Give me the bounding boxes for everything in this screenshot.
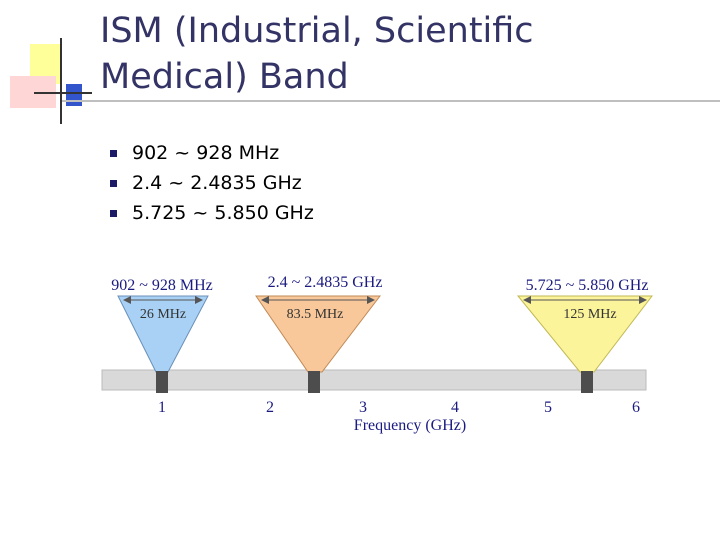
bullet-text: 902 ~ 928 MHz <box>132 142 280 164</box>
axis-tick-label: 4 <box>451 399 459 416</box>
band-range-label: 5.725 ~ 5.850 GHz <box>526 277 649 294</box>
band-range-label: 2.4 ~ 2.4835 GHz <box>268 274 383 291</box>
slide-title-line-1: ISM (Industrial, Scientific <box>100 11 534 51</box>
band-marker <box>156 371 168 393</box>
axis-tick-label: 1 <box>158 399 166 416</box>
bullet-text: 2.4 ~ 2.4835 GHz <box>132 172 302 194</box>
axis-tick-label: 5 <box>544 399 552 416</box>
axis-tick-label: 2 <box>266 399 274 416</box>
frequency-axis-bar <box>101 369 647 391</box>
slide-title-line-2: Medical) Band <box>100 57 349 97</box>
axis-label: Frequency (GHz) <box>354 417 466 434</box>
band-5-8-ghz: 5.725 ~ 5.850 GHz 125 MHz <box>516 277 654 393</box>
band-marker <box>581 371 593 393</box>
square-bullet-icon <box>110 210 117 217</box>
bullet-item: 2.4 ~ 2.4835 GHz <box>110 168 314 198</box>
bullet-text: 5.725 ~ 5.850 GHz <box>132 202 314 224</box>
bullet-list: 902 ~ 928 MHz 2.4 ~ 2.4835 GHz 5.725 ~ 5… <box>110 138 314 228</box>
decor-vertical-line <box>60 38 62 124</box>
bullet-item: 5.725 ~ 5.850 GHz <box>110 198 314 228</box>
band-width-label: 83.5 MHz <box>287 307 344 322</box>
band-2-4-ghz: 2.4 ~ 2.4835 GHz 83.5 MHz <box>255 274 383 393</box>
band-marker <box>308 371 320 393</box>
band-902-928-mhz: 902 ~ 928 MHz 26 MHz <box>111 277 213 393</box>
axis-tick-label: 3 <box>359 399 367 416</box>
band-range-label: 902 ~ 928 MHz <box>111 277 213 294</box>
band-width-label: 125 MHz <box>563 307 616 322</box>
band-width-label: 26 MHz <box>140 307 186 322</box>
axis-tick-label: 6 <box>632 399 640 416</box>
square-bullet-icon <box>110 180 117 187</box>
slide-title: ISM (Industrial, Scientific Medical) Ban… <box>100 8 534 100</box>
decor-horizontal-line <box>34 92 92 94</box>
bullet-item: 902 ~ 928 MHz <box>110 138 314 168</box>
square-bullet-icon <box>110 150 117 157</box>
title-divider <box>62 100 720 102</box>
